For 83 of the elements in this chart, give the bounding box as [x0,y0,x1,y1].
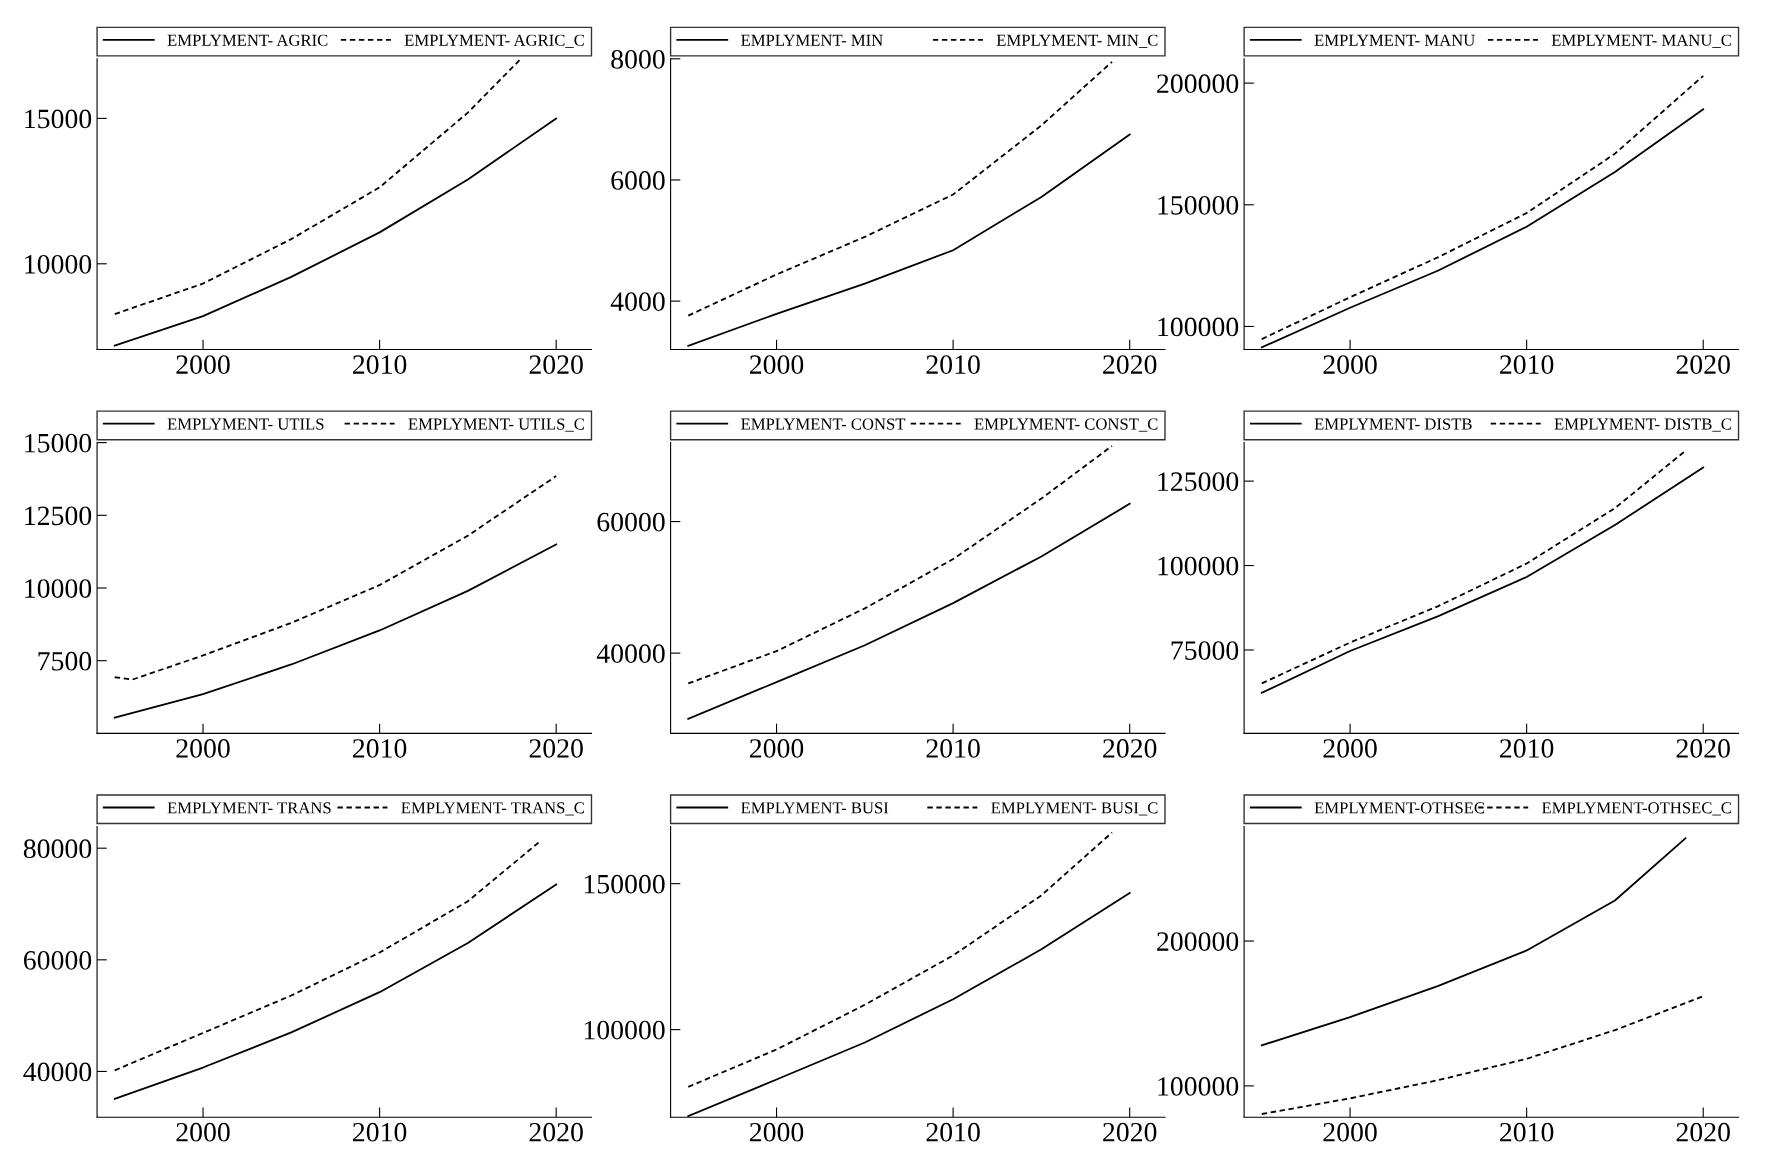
y-tick-label: 60000 [23,950,92,970]
legend-label: EMPLYMENT- DISTB [1314,418,1472,430]
line-series [1260,837,1687,1047]
x-tick-label: 2000 [1323,739,1377,758]
y-tick-label: 8000 [611,49,665,69]
y-tick-label: 12500 [25,506,92,526]
x-tick-label: 2010 [926,739,980,758]
legend-label: EMPLYMENT- MIN_C [996,34,1158,48]
y-tick-label: 15000 [25,433,92,453]
x-tick-label: 2000 [176,355,230,374]
legend-label: EMPLYMENT- UTILS [167,418,324,430]
x-tick-label: 2000 [749,1122,804,1142]
x-tick-label: 2020 [1103,355,1157,374]
x-tick-label: 2000 [176,1122,230,1142]
legend-label: EMPLYMENT- BUSI_C [991,802,1158,816]
y-tick-label: 40000 [23,1062,92,1082]
line-series [113,117,558,347]
x-tick-label: 2020 [529,355,583,374]
x-tick-label: 2020 [1103,1122,1157,1142]
x-tick-label: 2010 [1500,355,1554,374]
line-series [113,58,522,316]
x-tick-label: 2010 [353,1122,407,1142]
y-tick-label: 75000 [1171,641,1239,660]
y-tick-label: 40000 [596,644,665,664]
line-series [113,841,540,1072]
y-tick-label: 150000 [584,874,665,894]
x-tick-label: 2000 [176,739,230,758]
x-tick-label: 2010 [353,739,407,758]
x-tick-label: 2020 [1103,739,1157,758]
legend-label: EMPLYMENT- AGRIC [167,34,328,46]
x-tick-label: 2020 [529,739,583,758]
legend-label: EMPLYMENT- UTILS_C [408,418,584,432]
x-tick-label: 2010 [1500,1122,1554,1142]
x-tick-label: 2020 [1676,739,1730,758]
line-series [113,883,558,1100]
y-tick-label: 150000 [1158,195,1239,215]
y-tick-label: 100000 [1158,317,1239,337]
line-series [687,502,1131,720]
legend-label: EMPLYMENT- TRANS_C [401,802,584,816]
legend-label: EMPLYMENT- TRANS [167,802,331,814]
y-tick-label: 100000 [584,1020,665,1040]
x-tick-label: 2000 [749,355,804,374]
y-tick-label: 125000 [1158,472,1239,492]
y-tick-label: 60000 [597,512,665,532]
x-tick-label: 2020 [529,1122,583,1142]
y-tick-label: 6000 [611,171,665,190]
legend-label: EMPLYMENT- MANU_C [1551,34,1731,48]
x-tick-label: 2020 [1676,1122,1730,1142]
legend-label: EMPLYMENT- CONST_C [974,418,1158,432]
x-tick-label: 2000 [749,739,804,758]
y-tick-label: 200000 [1157,74,1239,94]
legend-label: EMPLYMENT- CONST [741,418,906,430]
line-series [687,444,1113,685]
legend-label: EMPLYMENT- BUSI [741,802,889,814]
y-tick-label: 15000 [25,109,92,129]
legend-label: EMPLYMENT- AGRIC_C [404,34,584,48]
legend-label: EMPLYMENT- DISTB_C [1554,418,1731,432]
legend-label: EMPLYMENT- MIN [741,34,883,46]
y-tick-label: 100000 [1158,556,1239,576]
x-tick-label: 2010 [1500,739,1554,758]
y-tick-label: 10000 [25,254,92,274]
y-tick-label: 80000 [23,839,92,859]
y-tick-label: 100000 [1158,1077,1239,1096]
y-tick-label: 10000 [25,579,92,598]
line-series [113,475,558,681]
line-series [1260,74,1705,341]
legend-label: EMPLYMENT-OTHSEC [1314,802,1485,814]
y-tick-label: 7500 [38,651,92,671]
line-series [687,831,1113,1088]
legend-label: EMPLYMENT-OTHSEC_C [1542,802,1731,816]
x-tick-label: 2010 [926,1122,980,1142]
legend-label: EMPLYMENT- MANU [1314,34,1475,46]
y-tick-label: 200000 [1157,932,1239,951]
x-tick-label: 2010 [353,355,407,374]
x-tick-label: 2000 [1323,355,1377,374]
line-series [113,543,558,719]
x-tick-label: 2020 [1676,355,1730,374]
x-tick-label: 2000 [1323,1122,1377,1142]
y-tick-label: 4000 [610,292,665,312]
x-tick-label: 2010 [926,355,980,374]
line-series [687,60,1113,317]
line-series [1260,995,1705,1115]
line-series [687,133,1131,347]
